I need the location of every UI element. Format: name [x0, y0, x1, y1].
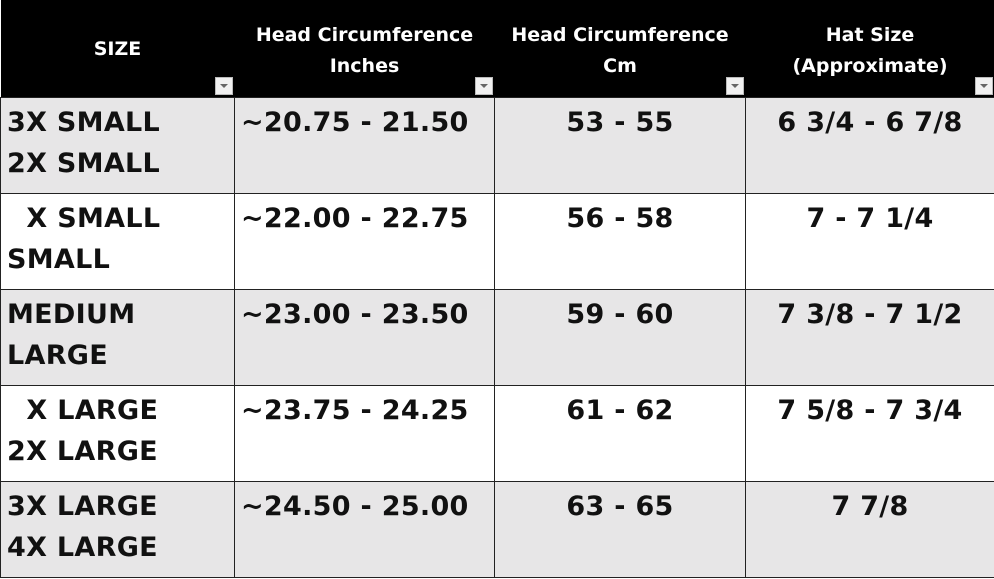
- table-row: X LARGE 2X LARGE ~23.75 - 24.25 61 - 62 7 5/…: [0, 384, 994, 482]
- cell-inches: ~22.00 - 22.75: [234, 192, 495, 290]
- size-line: X SMALL: [7, 202, 161, 234]
- cell-inches: ~24.50 - 25.00: [234, 480, 495, 578]
- table-row: MEDIUM LARGE ~23.00 - 23.50 59 - 60 7 3/8 - …: [0, 288, 994, 386]
- size-line: 2X LARGE: [7, 435, 158, 467]
- header-hat-size: Hat Size (Approximate): [745, 0, 994, 97]
- cell-size: 3X SMALL 2X SMALL: [0, 96, 235, 194]
- cell-cm: 63 - 65: [494, 480, 746, 578]
- table-row: 3X SMALL 2X SMALL ~20.75 - 21.50 53 - 55 6 3…: [0, 96, 994, 194]
- size-line: MEDIUM: [7, 298, 136, 330]
- header-cm: Head Circumference Cm: [494, 0, 746, 97]
- header-label: Hat Size (Approximate): [792, 24, 948, 77]
- cell-cm: 53 - 55: [494, 96, 746, 194]
- size-line: SMALL: [7, 243, 111, 275]
- cell-hat-size: 7 3/8 - 7 1/2: [745, 288, 994, 386]
- size-line: X LARGE: [7, 394, 159, 426]
- filter-dropdown-icon[interactable]: [474, 76, 493, 95]
- filter-dropdown-icon[interactable]: [214, 76, 233, 95]
- cell-inches: ~23.75 - 24.25: [234, 384, 495, 482]
- cell-cm: 59 - 60: [494, 288, 746, 386]
- size-line: 3X SMALL: [7, 106, 161, 138]
- table-row: X SMALL SMALL ~22.00 - 22.75 56 - 58 7 - 7 1…: [0, 192, 994, 290]
- size-line: 2X SMALL: [7, 147, 161, 179]
- table-row: 3X LARGE 4X LARGE ~24.50 - 25.00 63 - 65 7 7…: [0, 480, 994, 578]
- filter-dropdown-icon[interactable]: [725, 76, 744, 95]
- header-inches: Head Circumference Inches: [234, 0, 495, 97]
- cell-size: MEDIUM LARGE: [0, 288, 235, 386]
- header-label: Head Circumference Inches: [255, 24, 474, 77]
- cell-hat-size: 7 5/8 - 7 3/4: [745, 384, 994, 482]
- header-label: SIZE: [93, 38, 142, 60]
- cell-cm: 56 - 58: [494, 192, 746, 290]
- cell-hat-size: 7 - 7 1/4: [745, 192, 994, 290]
- size-line: LARGE: [7, 339, 108, 371]
- cell-size: 3X LARGE 4X LARGE: [0, 480, 235, 578]
- size-line: 3X LARGE: [7, 490, 158, 522]
- header-label: Head Circumference Cm: [511, 24, 729, 77]
- filter-dropdown-icon[interactable]: [974, 76, 993, 95]
- cell-hat-size: 7 7/8: [745, 480, 994, 578]
- header-size: SIZE: [0, 0, 235, 97]
- cell-cm: 61 - 62: [494, 384, 746, 482]
- cell-size: X LARGE 2X LARGE: [0, 384, 235, 482]
- cell-inches: ~20.75 - 21.50: [234, 96, 495, 194]
- size-line: 4X LARGE: [7, 531, 158, 563]
- cell-hat-size: 6 3/4 - 6 7/8: [745, 96, 994, 194]
- cell-size: X SMALL SMALL: [0, 192, 235, 290]
- header-row: SIZE Head Circumference Inches Head Circ…: [0, 0, 994, 97]
- cell-inches: ~23.00 - 23.50: [234, 288, 495, 386]
